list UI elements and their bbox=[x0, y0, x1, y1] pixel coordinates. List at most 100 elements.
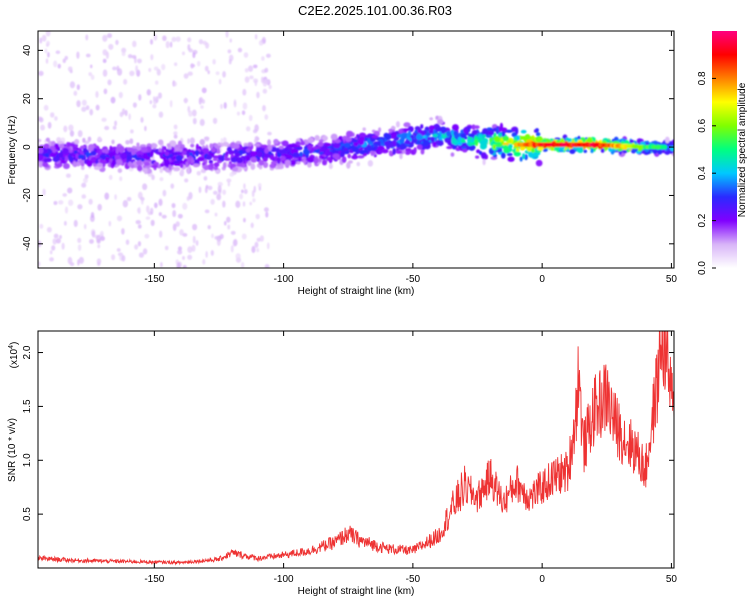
heatmap-speckle bbox=[181, 51, 185, 56]
x-tick-label: 0 bbox=[539, 274, 545, 285]
heatmap-speckle bbox=[154, 80, 159, 85]
heatmap-speckle bbox=[53, 60, 58, 68]
heatmap-cell bbox=[262, 156, 268, 162]
heatmap-cell bbox=[253, 143, 261, 147]
heatmap-speckle bbox=[135, 219, 141, 225]
heatmap-speckle bbox=[57, 63, 61, 69]
heatmap-speckle bbox=[84, 174, 89, 179]
heatmap-speckle bbox=[239, 193, 244, 200]
heatmap-cell bbox=[136, 159, 142, 166]
x-tick-label: -150 bbox=[144, 574, 164, 585]
heatmap-cell bbox=[258, 159, 265, 166]
heatmap-cell bbox=[166, 143, 171, 148]
heatmap-cell bbox=[503, 147, 510, 154]
heatmap-speckle bbox=[205, 42, 210, 49]
heatmap-speckle bbox=[262, 105, 266, 112]
heatmap-cell bbox=[57, 140, 64, 144]
heatmap-cell bbox=[190, 143, 195, 148]
heatmap-cell bbox=[285, 154, 293, 158]
heatmap-cell bbox=[245, 148, 251, 153]
heatmap-speckle bbox=[182, 233, 188, 237]
heatmap-cell bbox=[256, 137, 260, 141]
heatmap-cell bbox=[502, 135, 510, 142]
heatmap-cell bbox=[202, 162, 206, 166]
heatmap-speckle bbox=[108, 43, 114, 50]
heatmap-speckle bbox=[256, 248, 260, 253]
heatmap-cell bbox=[388, 150, 393, 156]
heatmap-cell bbox=[531, 148, 535, 154]
heatmap-speckle bbox=[114, 120, 118, 126]
heatmap-speckle bbox=[172, 223, 177, 232]
heatmap-cell bbox=[513, 151, 521, 157]
snr-series-line bbox=[38, 331, 674, 566]
heatmap-speckle bbox=[235, 200, 241, 208]
heatmap-cell bbox=[86, 160, 93, 168]
heatmap-speckle bbox=[207, 185, 213, 191]
heatmap-speckle bbox=[261, 56, 265, 61]
heatmap-speckle bbox=[205, 250, 208, 258]
heatmap-cell bbox=[446, 145, 453, 150]
heatmap-cell bbox=[276, 157, 281, 164]
heatmap-cell bbox=[422, 139, 429, 147]
heatmap-speckle bbox=[192, 223, 198, 231]
heatmap-cell bbox=[307, 161, 312, 168]
heatmap-cell bbox=[437, 119, 444, 125]
heatmap-speckle bbox=[229, 38, 232, 43]
heatmap-cell bbox=[270, 161, 278, 165]
heatmap-speckle bbox=[84, 140, 90, 145]
heatmap-cell bbox=[312, 146, 320, 150]
heatmap-speckle bbox=[137, 207, 140, 213]
y-tick-label: 1.5 bbox=[22, 399, 33, 413]
heatmap-cell bbox=[222, 161, 227, 169]
heatmap-cell bbox=[473, 125, 480, 129]
heatmap-cell bbox=[225, 151, 229, 156]
heatmap-cell bbox=[446, 131, 451, 137]
heatmap-cell bbox=[248, 142, 253, 147]
heatmap-speckle bbox=[169, 41, 173, 48]
heatmap-cell bbox=[273, 138, 279, 145]
snr-y-label: SNR (10 * v/v) bbox=[7, 418, 18, 482]
heatmap-speckle bbox=[198, 186, 202, 194]
heatmap-speckle bbox=[175, 221, 180, 227]
heatmap-cell bbox=[537, 146, 544, 151]
heatmap-speckle bbox=[155, 96, 159, 103]
heatmap-speckle bbox=[44, 48, 48, 54]
heatmap-cell bbox=[135, 157, 141, 161]
heatmap-cell bbox=[347, 153, 352, 159]
y-tick-label: 0 bbox=[22, 144, 33, 150]
heatmap-speckle bbox=[205, 184, 209, 189]
heatmap-speckle bbox=[207, 70, 210, 75]
heatmap-cell bbox=[390, 126, 396, 130]
heatmap-cell bbox=[222, 141, 229, 147]
heatmap-speckle bbox=[97, 244, 101, 249]
heatmap-cell bbox=[330, 133, 338, 141]
x-tick-label: -50 bbox=[406, 274, 421, 285]
heatmap-cell bbox=[74, 139, 80, 145]
heatmap-speckle bbox=[216, 238, 221, 246]
heatmap-cell bbox=[535, 159, 543, 167]
heatmap-speckle bbox=[158, 92, 163, 99]
heatmap-speckle bbox=[126, 196, 132, 202]
heatmap-y-axis: -40 -20 0 20 40 bbox=[22, 44, 674, 251]
heatmap-cell bbox=[487, 130, 493, 136]
heatmap-cell bbox=[62, 147, 69, 155]
colorbar-tick-label: 0.4 bbox=[697, 166, 708, 180]
heatmap-cell bbox=[281, 140, 289, 147]
heatmap-cell bbox=[439, 141, 444, 146]
heatmap-cell bbox=[652, 147, 658, 154]
heatmap-speckle bbox=[121, 51, 126, 57]
heatmap-speckle bbox=[78, 256, 84, 264]
heatmap-cell bbox=[269, 154, 275, 161]
heatmap-speckle bbox=[65, 173, 71, 178]
heatmap-speckle bbox=[251, 245, 256, 254]
heatmap-cell bbox=[300, 141, 306, 146]
heatmap-cell bbox=[332, 153, 340, 159]
heatmap-speckle bbox=[69, 81, 76, 89]
heatmap-speckle bbox=[46, 226, 52, 233]
heatmap-cell bbox=[173, 166, 181, 172]
heatmap-cell bbox=[52, 148, 57, 153]
heatmap-speckle bbox=[158, 198, 163, 207]
heatmap-cell bbox=[93, 166, 101, 171]
heatmap-speckle bbox=[183, 73, 189, 79]
heatmap-cell bbox=[358, 139, 365, 146]
